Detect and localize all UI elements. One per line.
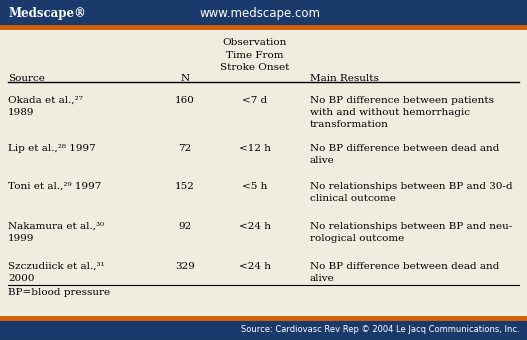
Text: 1999: 1999: [8, 234, 34, 243]
Text: Source: Cardiovasc Rev Rep © 2004 Le Jacq Communications, Inc.: Source: Cardiovasc Rev Rep © 2004 Le Jac…: [241, 324, 520, 334]
Text: No BP difference between dead and: No BP difference between dead and: [310, 262, 500, 271]
Text: <5 h: <5 h: [242, 182, 268, 191]
Text: 160: 160: [175, 96, 195, 105]
Text: Main Results: Main Results: [310, 74, 379, 83]
Text: Toni et al.,²⁹ 1997: Toni et al.,²⁹ 1997: [8, 182, 101, 191]
Text: Okada et al.,²⁷: Okada et al.,²⁷: [8, 96, 83, 105]
Bar: [0, 0, 527, 27]
Text: <7 d: <7 d: [242, 96, 268, 105]
Text: Stroke Onset: Stroke Onset: [220, 63, 290, 72]
Text: Szczudiick et al.,³¹: Szczudiick et al.,³¹: [8, 262, 105, 271]
Text: rological outcome: rological outcome: [310, 234, 404, 243]
Text: No relationships between BP and 30-d: No relationships between BP and 30-d: [310, 182, 513, 191]
Text: 152: 152: [175, 182, 195, 191]
Bar: [0, 318, 527, 340]
Text: 329: 329: [175, 262, 195, 271]
Text: Medscape®: Medscape®: [8, 7, 86, 20]
Text: Nakamura et al.,³⁰: Nakamura et al.,³⁰: [8, 222, 104, 231]
Text: BP=blood pressure: BP=blood pressure: [8, 288, 110, 297]
Text: 92: 92: [178, 222, 192, 231]
Text: Lip et al.,²⁸ 1997: Lip et al.,²⁸ 1997: [8, 144, 96, 153]
Text: <24 h: <24 h: [239, 262, 271, 271]
Text: 2000: 2000: [8, 274, 34, 283]
Text: N: N: [180, 74, 190, 83]
Text: www.medscape.com: www.medscape.com: [200, 7, 321, 20]
Text: <24 h: <24 h: [239, 222, 271, 231]
Text: alive: alive: [310, 156, 335, 165]
Text: No relationships between BP and neu-: No relationships between BP and neu-: [310, 222, 512, 231]
Text: 72: 72: [178, 144, 192, 153]
Text: with and without hemorrhagic: with and without hemorrhagic: [310, 108, 470, 117]
Text: No BP difference between dead and: No BP difference between dead and: [310, 144, 500, 153]
Text: transformation: transformation: [310, 120, 389, 129]
Text: <12 h: <12 h: [239, 144, 271, 153]
Text: Time From: Time From: [226, 51, 284, 60]
Text: No BP difference between patients: No BP difference between patients: [310, 96, 494, 105]
Text: clinical outcome: clinical outcome: [310, 194, 396, 203]
Text: Observation: Observation: [223, 38, 287, 47]
Text: 1989: 1989: [8, 108, 34, 117]
Text: alive: alive: [310, 274, 335, 283]
Text: Source: Source: [8, 74, 45, 83]
